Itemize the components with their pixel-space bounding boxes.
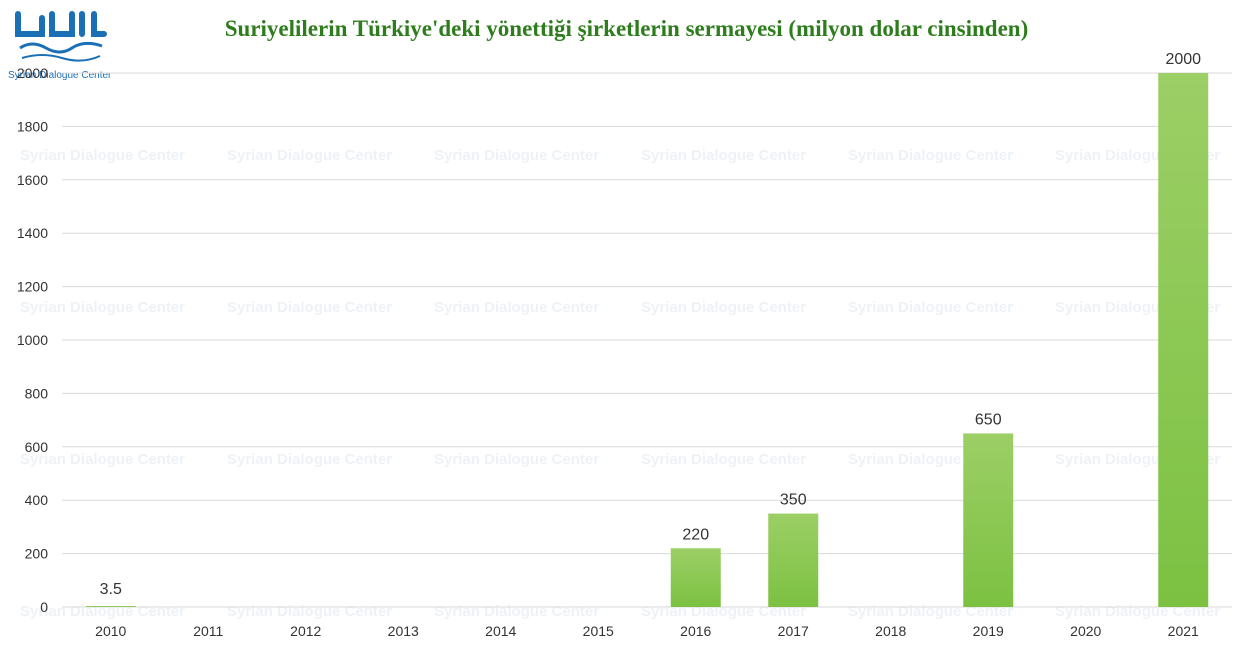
watermark-text-3: Syrian Dialogue Center [641, 147, 806, 164]
watermark-text-12: Syrian Dialogue Center [20, 451, 185, 468]
y-tick-label-600: 600 [25, 439, 49, 455]
x-tick-label-2015: 2015 [583, 623, 614, 639]
watermark-text-4: Syrian Dialogue Center [848, 147, 1013, 164]
watermark-text-13: Syrian Dialogue Center [227, 451, 392, 468]
watermark-text-1: Syrian Dialogue Center [227, 147, 392, 164]
syrian-dialogue-center-logo: Syrian Dialogue Center [6, 8, 114, 88]
bar-2016 [670, 548, 721, 607]
x-tick-label-2020: 2020 [1070, 623, 1101, 639]
data-label-2019: 650 [975, 411, 1002, 428]
data-label-2021: 2000 [1165, 51, 1201, 68]
x-tick-label-2018: 2018 [875, 623, 906, 639]
y-axis-ticks: 0 200 400 600 800 1000 1200 1400 1600 1800 2000 [17, 65, 48, 615]
watermark-text-6: Syrian Dialogue Center [20, 299, 185, 316]
data-labels: 3.5 220 350 650 2000 [100, 51, 1202, 598]
y-tick-label-200: 200 [25, 546, 49, 562]
y-tick-label-0: 0 [40, 599, 48, 615]
x-tick-label-2019: 2019 [973, 623, 1004, 639]
bar-2017 [768, 513, 819, 607]
y-tick-label-400: 400 [25, 492, 49, 508]
watermark-text-15: Syrian Dialogue Center [641, 451, 806, 468]
chart-title: Suriyelilerin Türkiye'deki yönettiği şir… [224, 16, 1029, 41]
x-tick-label-2017: 2017 [778, 623, 809, 639]
watermark-text-14: Syrian Dialogue Center [434, 451, 599, 468]
logo-subtitle: Syrian Dialogue Center [8, 70, 112, 81]
watermark-text-0: Syrian Dialogue Center [20, 147, 185, 164]
y-tick-label-1000: 1000 [17, 332, 48, 348]
watermark-text-10: Syrian Dialogue Center [848, 299, 1013, 316]
watermark-text-19: Syrian Dialogue Center [227, 603, 392, 620]
data-label-2017: 350 [780, 492, 807, 509]
y-tick-label-1800: 1800 [17, 118, 48, 134]
x-tick-label-2014: 2014 [485, 623, 516, 639]
logo-mark-icon [15, 11, 107, 62]
x-tick-label-2011: 2011 [193, 623, 223, 639]
watermark-text-2: Syrian Dialogue Center [434, 147, 599, 164]
gridlines [62, 72, 1232, 608]
x-tick-label-2013: 2013 [388, 623, 419, 639]
x-axis-ticks: 2010 2011 2012 2013 2014 2015 2016 2017 2018 2019… [95, 623, 1199, 639]
y-tick-label-1200: 1200 [17, 279, 48, 295]
x-tick-label-2012: 2012 [290, 623, 321, 639]
data-label-2010: 3.5 [100, 581, 122, 598]
watermark-text-9: Syrian Dialogue Center [641, 299, 806, 316]
y-tick-label-800: 800 [25, 385, 49, 401]
y-tick-label-1400: 1400 [17, 225, 48, 241]
watermark-layer: Syrian Dialogue Center Syrian Dialogue Ce… [20, 147, 1220, 620]
watermark-text-8: Syrian Dialogue Center [434, 299, 599, 316]
watermark-text-20: Syrian Dialogue Center [434, 603, 599, 620]
y-tick-label-2000: 2000 [17, 65, 48, 81]
bar-2019 [963, 433, 1014, 607]
x-tick-label-2021: 2021 [1168, 623, 1199, 639]
bar-2010 [85, 606, 136, 607]
bars [85, 73, 1209, 607]
data-label-2016: 220 [682, 526, 709, 543]
y-tick-label-1600: 1600 [17, 172, 48, 188]
x-tick-label-2016: 2016 [680, 623, 711, 639]
watermark-text-7: Syrian Dialogue Center [227, 299, 392, 316]
bar-2021 [1158, 73, 1209, 607]
x-tick-label-2010: 2010 [95, 623, 126, 639]
